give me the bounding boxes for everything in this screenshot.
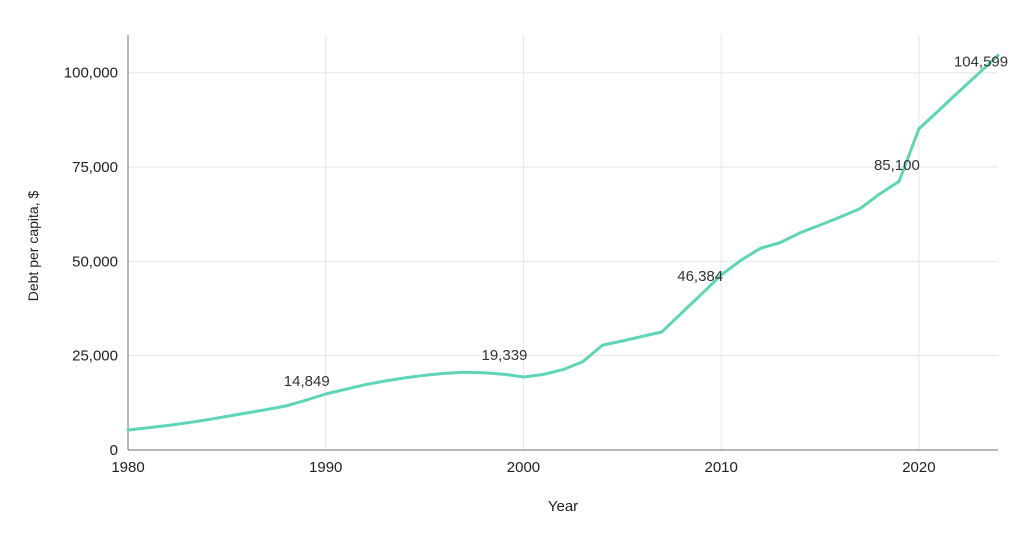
tick-label-layer: 0 25,000 50,000 75,000 100,000 1980 1990 2000 20… [64, 65, 936, 476]
x-axis-title: Year [548, 498, 578, 515]
y-tick-label: 50,000 [72, 253, 118, 270]
x-tick-label: 1990 [309, 459, 342, 476]
data-point-label: 85,100 [874, 157, 920, 174]
debt-series-line [126, 53, 1000, 432]
y-axis-title: Debt per capita, $ [25, 191, 41, 302]
data-point-label: 19,339 [482, 347, 528, 364]
x-tick-label: 2010 [704, 459, 737, 476]
y-tick-label: 75,000 [72, 159, 118, 176]
grid-layer [128, 35, 998, 450]
series-layer [126, 53, 1000, 432]
data-point-label: 14,849 [284, 373, 330, 390]
data-label-layer: 14,849 19,339 46,384 85,100 104,599 [284, 53, 1008, 390]
x-tick-label: 2000 [507, 459, 540, 476]
y-tick-label: 0 [110, 442, 118, 459]
y-tick-label: 100,000 [64, 65, 118, 82]
data-point-label: 46,384 [677, 268, 723, 285]
x-tick-label: 2020 [902, 459, 935, 476]
y-tick-label: 25,000 [72, 348, 118, 365]
x-tick-label: 1980 [111, 459, 144, 476]
axis-layer [127, 35, 998, 451]
data-point-label: 104,599 [954, 53, 1008, 70]
